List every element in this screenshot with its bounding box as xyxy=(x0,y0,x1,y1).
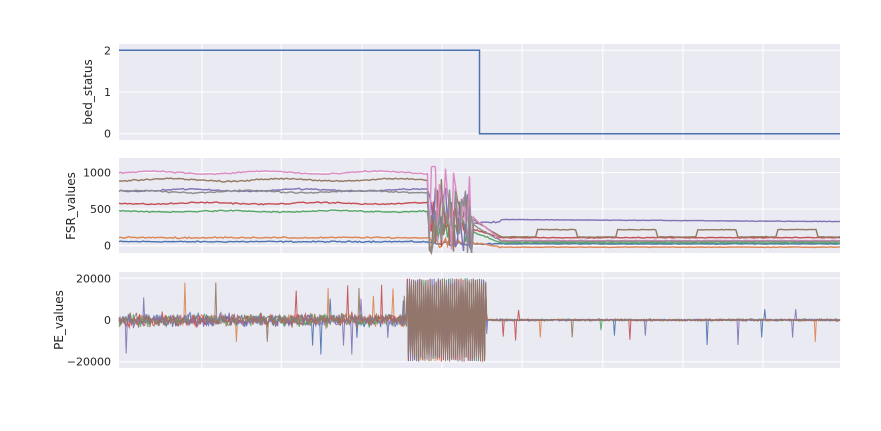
panel-pe-values: −20000 0 20000 PE_values xyxy=(52,272,841,369)
y-tick-label: 0 xyxy=(104,240,111,253)
y-axis-label-pe-values: PE_values xyxy=(52,290,66,350)
panel-fsr-values: 0 500 1000 FSR_values xyxy=(64,158,841,256)
y-axis-label-fsr-values: FSR_values xyxy=(64,172,78,240)
series-line-bed-status xyxy=(119,49,840,135)
series-group-fsr-values xyxy=(118,165,841,256)
y-tick-label: 20000 xyxy=(76,272,111,285)
y-ticks-bed-status: 0 1 2 xyxy=(104,44,111,140)
panel-bed-status: 0 1 2 bed_status xyxy=(81,44,840,141)
series-line-fsr-1 xyxy=(118,235,841,249)
series-line-fsr-3 xyxy=(118,200,841,254)
series-line-fsr-7 xyxy=(118,189,841,254)
y-tick-label: 1 xyxy=(104,86,111,99)
y-tick-label: −20000 xyxy=(67,356,111,369)
series-line-fsr-6 xyxy=(118,165,841,251)
y-tick-label: 500 xyxy=(90,203,111,216)
y-tick-label: 0 xyxy=(104,314,111,327)
y-ticks-fsr-values: 0 500 1000 xyxy=(83,167,111,253)
series-group-bed-status xyxy=(119,49,840,135)
series-line-fsr-2 xyxy=(118,208,840,244)
y-tick-label: 1000 xyxy=(83,167,111,180)
y-tick-label: 0 xyxy=(104,128,111,141)
y-axis-label-bed-status: bed_status xyxy=(81,59,95,125)
y-tick-label: 2 xyxy=(104,44,111,57)
series-line-pe-5 xyxy=(118,278,840,362)
series-group-pe-values xyxy=(118,278,841,362)
y-ticks-pe-values: −20000 0 20000 xyxy=(67,272,111,368)
